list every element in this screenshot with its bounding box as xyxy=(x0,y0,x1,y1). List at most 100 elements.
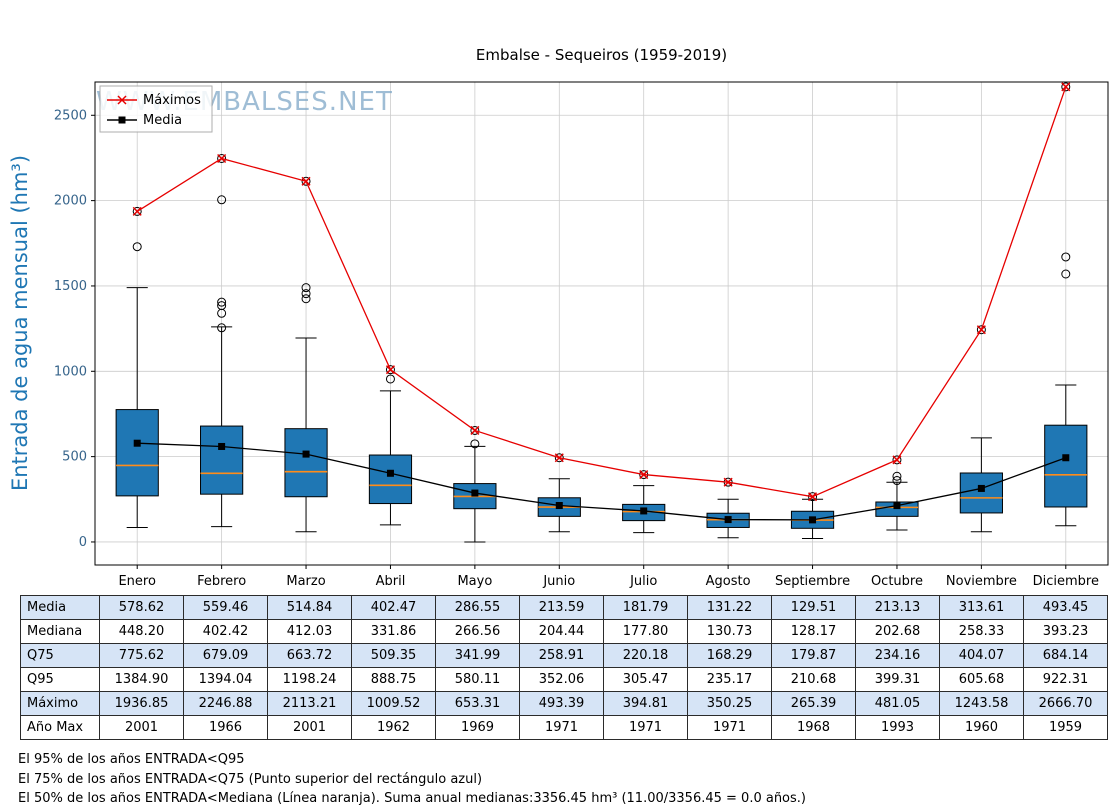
table-cell: 235.17 xyxy=(687,667,772,692)
table-cell: 177.80 xyxy=(603,619,688,644)
table-cell: 168.29 xyxy=(687,643,772,668)
table-cell: 258.33 xyxy=(939,619,1024,644)
table-cell: 1198.24 xyxy=(267,667,352,692)
table-cell: 1960 xyxy=(939,715,1024,740)
footer-notes: El 95% de los años ENTRADA<Q95 El 75% de … xyxy=(18,750,806,809)
x-tick-label: Julio xyxy=(629,574,657,589)
x-tick-label: Junio xyxy=(542,574,575,589)
x-tick-label: Agosto xyxy=(706,574,751,589)
maximos-x-marker xyxy=(976,325,986,335)
table-cell: 266.56 xyxy=(435,619,520,644)
table-cell: 1394.04 xyxy=(183,667,268,692)
media-square-marker xyxy=(1062,454,1070,462)
y-tick-label: 2000 xyxy=(54,194,87,209)
table-cell: 1971 xyxy=(603,715,688,740)
table-cell: 1009.52 xyxy=(351,691,436,716)
maximos-x-marker xyxy=(301,176,311,186)
table-cell: 265.39 xyxy=(771,691,856,716)
stats-table: Media 578.62 559.46 514.84 402.47 286.55 213.5… xyxy=(20,595,1108,740)
maximos-line xyxy=(136,86,1067,498)
row-label: Q95 xyxy=(20,667,100,692)
table-cell: 210.68 xyxy=(771,667,856,692)
media-line xyxy=(137,442,1067,521)
outlier-marker xyxy=(301,176,311,186)
table-cell: 412.03 xyxy=(267,619,352,644)
outlier-marker xyxy=(808,492,818,502)
box-rect xyxy=(200,425,244,495)
media-square-marker xyxy=(218,442,226,450)
row-label: Año Max xyxy=(20,715,100,740)
media-square-marker xyxy=(724,516,732,524)
legend-square-marker xyxy=(118,116,126,124)
box-rect xyxy=(368,454,413,505)
table-cell: 1243.58 xyxy=(939,691,1024,716)
table-cell: 213.59 xyxy=(519,595,604,620)
table-cell: 402.42 xyxy=(183,619,268,644)
plot-border xyxy=(94,81,1109,566)
table-cell: 399.31 xyxy=(855,667,940,692)
table-cell: 775.62 xyxy=(99,643,184,668)
box-group xyxy=(200,153,244,528)
table-cell: 404.07 xyxy=(939,643,1024,668)
table-cell: 234.16 xyxy=(855,643,940,668)
maximos-x-marker xyxy=(217,153,227,164)
outlier-marker xyxy=(1061,252,1071,262)
legend-label-maximos: Máximos xyxy=(143,93,201,108)
row-label: Media xyxy=(20,595,100,620)
table-cell: 130.73 xyxy=(687,619,772,644)
box-rect xyxy=(1044,424,1088,508)
x-tick-label: Febrero xyxy=(197,574,246,589)
box-rect xyxy=(284,428,328,498)
outlier-marker xyxy=(1061,82,1071,92)
box-group xyxy=(284,176,328,533)
legend-label-media: Media xyxy=(143,113,182,128)
box-rect xyxy=(959,472,1003,514)
table-cell: 129.51 xyxy=(771,595,856,620)
outlier-marker xyxy=(554,453,564,463)
maximos-x-marker xyxy=(892,455,902,465)
table-cell: 341.99 xyxy=(435,643,520,668)
maximos-x-marker xyxy=(808,492,818,502)
table-cell: 1969 xyxy=(435,715,520,740)
maximos-x-marker xyxy=(723,477,733,487)
maximos-x-marker xyxy=(385,365,395,375)
outlier-marker xyxy=(217,195,227,205)
chart-title: Embalse - Sequeiros (1959-2019) xyxy=(475,46,728,64)
table-cell: 653.31 xyxy=(435,691,520,716)
legend: Máximos Media xyxy=(99,85,213,133)
table-cell: 393.23 xyxy=(1023,619,1108,644)
table-cell: 559.46 xyxy=(183,595,268,620)
table-row: Máximo 1936.85 2246.88 2113.21 1009.52 653.31… xyxy=(20,691,1108,716)
table-cell: 1971 xyxy=(519,715,604,740)
table-cell: 1966 xyxy=(183,715,268,740)
box-group xyxy=(115,206,159,528)
table-cell: 402.47 xyxy=(351,595,436,620)
table-cell: 684.14 xyxy=(1023,643,1108,668)
outlier-marker xyxy=(217,153,227,163)
legend-box xyxy=(99,85,213,133)
media-square-marker xyxy=(977,484,985,492)
table-cell: 2001 xyxy=(267,715,352,740)
y-tick-label: 1500 xyxy=(54,279,87,294)
table-cell: 514.84 xyxy=(267,595,352,620)
outlier-marker xyxy=(132,242,142,252)
y-tick-label: 0 xyxy=(79,535,87,550)
x-tick-label: Marzo xyxy=(286,574,325,589)
table-cell: 2001 xyxy=(99,715,184,740)
media-square-marker xyxy=(386,469,394,477)
table-cell: 1968 xyxy=(771,715,856,740)
table-cell: 352.06 xyxy=(519,667,604,692)
table-cell: 493.45 xyxy=(1023,595,1108,620)
table-row: Año Max 2001 1966 2001 1962 1969 1971 1971 1971 1… xyxy=(20,715,1108,740)
outlier-marker xyxy=(470,439,480,449)
media-square-marker xyxy=(809,516,817,524)
table-row: Media 578.62 559.46 514.84 402.47 286.55 213.5… xyxy=(20,595,1108,620)
outlier-marker xyxy=(470,425,480,435)
y-axis-ticks: 0 500 1000 1500 2000 2500 xyxy=(54,108,95,550)
x-tick-label: Noviembre xyxy=(946,574,1017,589)
box-rect xyxy=(115,409,159,497)
outlier-marker xyxy=(132,206,142,216)
x-tick-label: Diciembre xyxy=(1033,574,1099,589)
footer-line: El 95% de los años ENTRADA<Q95 xyxy=(18,752,245,767)
outlier-marker xyxy=(301,294,311,304)
